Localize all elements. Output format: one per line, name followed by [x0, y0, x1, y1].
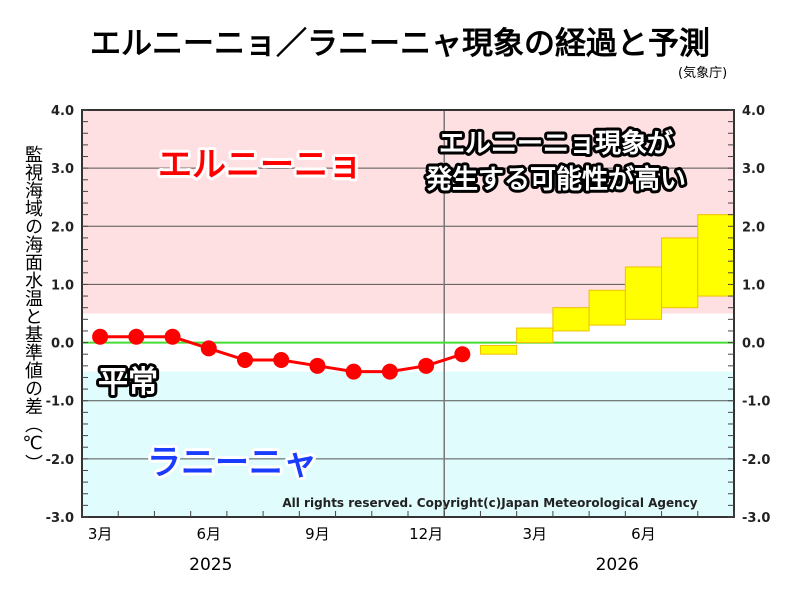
y-tick-label-right: 4.0: [742, 104, 765, 119]
y-tick-label-right: 2.0: [742, 220, 765, 235]
x-tick-label: 6月: [197, 525, 222, 543]
y-tick-label-right: 1.0: [742, 278, 765, 293]
y-tick-label-left: 1.0: [51, 278, 74, 293]
la-nina-label: ラニーニャ: [147, 443, 317, 483]
forecast-range-box: [552, 307, 590, 332]
y-tick-label-left: -3.0: [46, 511, 74, 526]
observed-point: [273, 352, 290, 369]
y-tick-label-right: -3.0: [742, 511, 770, 526]
y-tick-label-left: 2.0: [51, 220, 74, 235]
y-tick-label-right: 3.0: [742, 162, 765, 177]
forecast-range-box: [588, 289, 626, 326]
observed-point: [309, 357, 326, 374]
observed-point: [454, 346, 471, 363]
observed-point: [418, 357, 435, 374]
observed-point: [345, 363, 362, 380]
y-tick-label-left: 3.0: [51, 162, 74, 177]
outlook-line-1: エルニーニョ現象が: [439, 128, 673, 159]
el-nino-label: エルニーニョ: [158, 145, 362, 185]
x-tick-label: 6月: [631, 525, 656, 543]
source-label: (気象庁): [678, 66, 728, 81]
y-axis-label: 監視海域の海面水温と基準値の差（℃）: [22, 145, 43, 472]
forecast-range-box: [697, 214, 735, 297]
year-label: 2026: [596, 555, 639, 575]
x-tick-label: 12月: [409, 525, 443, 543]
y-tick-label-right: -2.0: [742, 453, 770, 468]
observed-point: [128, 328, 145, 345]
x-tick-label: 9月: [305, 525, 330, 543]
observed-point: [200, 340, 217, 357]
forecast-range-box: [516, 327, 554, 344]
year-label: 2025: [189, 555, 232, 575]
observed-point: [92, 328, 109, 345]
y-tick-label-left: -1.0: [46, 395, 74, 410]
copyright-text: All rights reserved. Copyright(c)Japan M…: [282, 496, 697, 510]
observed-point: [164, 328, 181, 345]
normal-label: 平常: [98, 365, 158, 400]
la-nina-band: [82, 371, 734, 517]
observed-point: [237, 352, 253, 369]
x-tick-label: 3月: [523, 525, 548, 543]
forecast-range-box: [479, 344, 518, 355]
forecast-range-box: [661, 237, 699, 309]
y-tick-label-right: -1.0: [742, 395, 770, 410]
y-tick-label-right: 0.0: [742, 337, 765, 352]
forecast-range-box: [624, 266, 663, 320]
chart-title: エルニーニョ／ラニーニャ現象の経過と予測: [90, 26, 710, 62]
y-tick-label-left: -2.0: [46, 453, 74, 468]
observed-point: [381, 363, 398, 380]
x-tick-label: 3月: [88, 525, 113, 543]
outlook-line-2: 発生する可能性が高い: [425, 164, 686, 195]
y-tick-label-left: 4.0: [51, 104, 74, 119]
y-tick-label-left: 0.0: [51, 337, 74, 352]
